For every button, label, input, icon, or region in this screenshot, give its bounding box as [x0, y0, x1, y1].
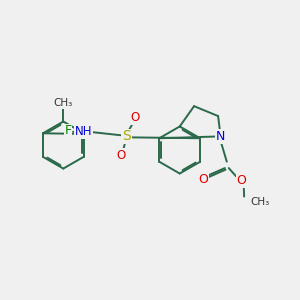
Text: O: O [237, 175, 247, 188]
Text: CH₃: CH₃ [251, 196, 270, 206]
Text: O: O [117, 149, 126, 162]
Text: NH: NH [75, 125, 92, 138]
Text: O: O [130, 111, 140, 124]
Text: O: O [199, 173, 208, 186]
Text: CH₃: CH₃ [54, 98, 73, 108]
Text: N: N [216, 130, 225, 143]
Text: F: F [64, 124, 72, 137]
Text: S: S [122, 129, 131, 143]
